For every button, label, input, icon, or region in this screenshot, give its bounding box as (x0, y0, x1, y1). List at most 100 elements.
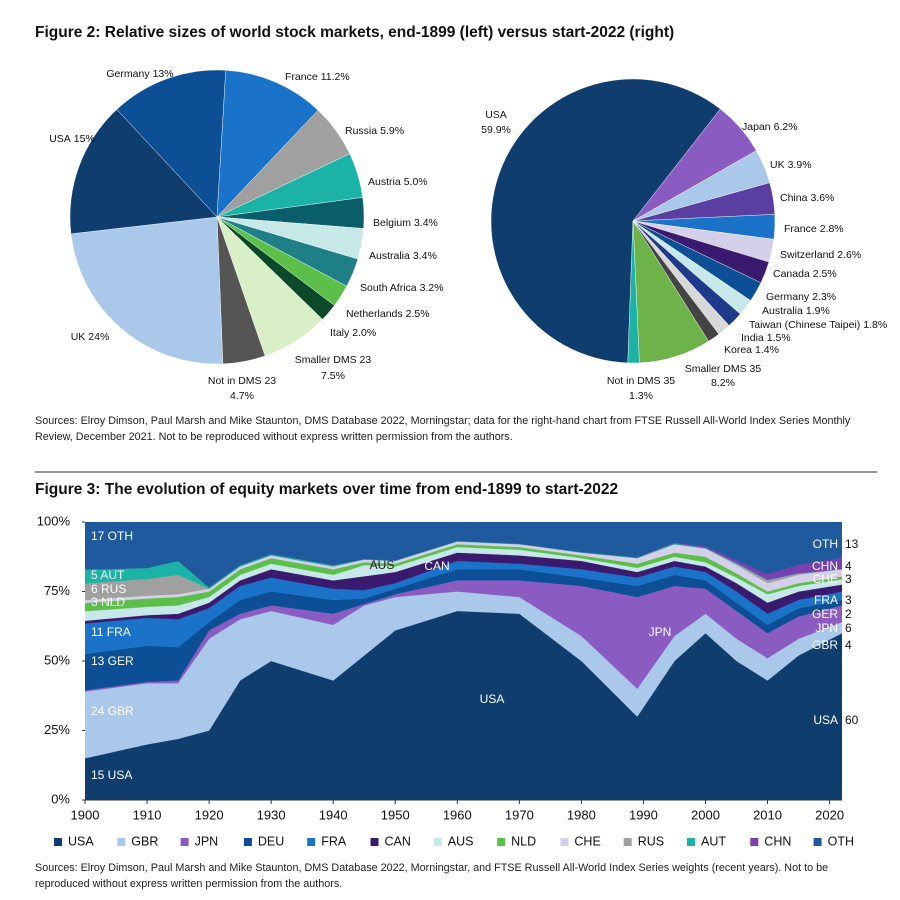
x-tick-label: 1930 (257, 807, 286, 822)
start-label: 6 RUS (91, 582, 126, 596)
slice-label-group: USA 15% (49, 133, 95, 145)
slice-value-label: 2.3% (812, 291, 836, 303)
slice-value-label: 7.5% (321, 370, 345, 382)
slice-label: Switzerland (780, 249, 834, 261)
end-value-label: 60 (845, 713, 859, 727)
legend-label: DEU (258, 834, 284, 848)
slice-value-label: 3.9% (788, 159, 812, 171)
slice-label: Taiwan (Chinese Taipei) (749, 319, 860, 331)
slice-value-label: 3.4% (414, 217, 438, 229)
x-tick-label: 2010 (753, 807, 782, 822)
legend-label: USA (68, 834, 94, 848)
pie-slice (116, 69, 227, 218)
slice-value-label: 11.2% (321, 71, 350, 83)
slice-label: Australia (369, 250, 410, 262)
slice-value-label: 1.8% (863, 319, 887, 331)
legend-label: OTH (828, 834, 854, 848)
slice-label: China (780, 192, 808, 204)
start-label: 5 AUT (91, 568, 125, 582)
legend-swatch (117, 838, 126, 846)
slice-value-label: 2.8% (820, 223, 844, 235)
slice-value-label: 5.9% (380, 125, 404, 137)
slice-label-group: Austria 5.0% (368, 176, 428, 188)
x-tick-label: 1900 (71, 807, 100, 822)
x-tick-label: 2020 (815, 807, 844, 822)
legend-label: GBR (131, 834, 158, 848)
slice-label-group: Netherlands 2.5% (346, 308, 430, 320)
slice-value-label: 2.6% (837, 249, 861, 261)
legend-label: JPN (195, 834, 219, 848)
slice-value-label: 6.2% (774, 121, 798, 133)
start-label: 13 GER (91, 654, 134, 668)
pie-slice (216, 70, 319, 218)
x-tick-label: 1950 (381, 807, 410, 822)
slice-label: South Africa (360, 282, 417, 294)
figure-2-sources: Sources: Elroy Dimson, Paul Marsh and Mi… (35, 415, 851, 443)
end-value-label: 6 (845, 621, 852, 635)
y-tick-label: 100% (37, 513, 71, 528)
slice-label-group: Italy 2.0% (330, 327, 376, 339)
slice-label: India (741, 332, 764, 344)
slice-value-label: 24% (88, 331, 109, 343)
area-layer (85, 522, 842, 588)
annotation: AUS (370, 558, 395, 572)
slice-value-label: 3.2% (420, 282, 444, 294)
start-label: 3 NLD (91, 595, 125, 609)
legend-label: FRA (321, 834, 347, 848)
slice-label-group: Canada 2.5% (773, 268, 837, 280)
slice-value-label: 1.5% (767, 332, 791, 344)
slice-label-group: Switzerland 2.6% (780, 249, 861, 261)
end-value-label: 2 (845, 607, 852, 621)
slice-label-group: France 11.2% (285, 71, 350, 83)
slice-value-label: 13% (153, 68, 174, 80)
end-label: GER (812, 607, 838, 621)
slice-value-label: 5.0% (404, 176, 428, 188)
slice-label-group: Russia 5.9% (345, 125, 404, 137)
end-label: USA (813, 713, 838, 727)
x-tick-label: 1920 (195, 807, 224, 822)
legend-label: NLD (511, 834, 536, 848)
end-label: GBR (812, 638, 838, 652)
legend-swatch (623, 838, 632, 846)
slice-value-label: 2.0% (352, 327, 376, 339)
x-tick-label: 1990 (629, 807, 658, 822)
legend-swatch (497, 838, 506, 846)
legend-swatch (370, 838, 379, 846)
slice-label-group: UK 3.9% (770, 159, 812, 171)
pie-slice (627, 220, 640, 364)
legend-label: CHE (574, 834, 600, 848)
slice-label: Not in DMS 23 (208, 375, 276, 387)
figure-3-sources: Sources: Elroy Dimson, Paul Marsh and Mi… (35, 862, 829, 890)
slice-value-label: 4.7% (230, 390, 254, 402)
legend-swatch (813, 838, 822, 846)
start-label: 17 OTH (91, 529, 133, 543)
slice-label: Germany (106, 68, 150, 80)
slice-label: Korea (724, 344, 752, 356)
x-tick-label: 1940 (319, 807, 348, 822)
start-label: 11 FRA (91, 625, 131, 639)
slice-label-group: Australia 1.9% (762, 305, 830, 317)
slice-label: Canada (773, 268, 810, 280)
slice-value-label: 3.6% (810, 192, 834, 204)
start-label: 24 GBR (91, 704, 134, 718)
slice-label-group: Australia 3.4% (369, 250, 437, 262)
slice-label: France (285, 71, 318, 83)
end-label: CHN (812, 559, 838, 573)
slice-label: Smaller DMS 23 (295, 354, 372, 366)
slice-value-label: 1.4% (755, 344, 779, 356)
slice-label-group: UK 24% (71, 331, 110, 343)
slice-value-label: 15% (74, 133, 95, 145)
slice-label: Netherlands (346, 308, 403, 320)
slice-label-group: Korea 1.4% (724, 344, 779, 356)
slice-value-label: 2.5% (813, 268, 837, 280)
figure-2-title: Figure 2: Relative sizes of world stock … (35, 24, 675, 41)
slice-label: Japan (742, 121, 771, 133)
end-label: JPN (815, 621, 838, 635)
legend-swatch (433, 838, 442, 846)
end-value-label: 3 (845, 593, 852, 607)
end-value-label: 13 (845, 537, 859, 551)
slice-label: UK (770, 159, 785, 171)
end-label: CHE (813, 572, 838, 586)
